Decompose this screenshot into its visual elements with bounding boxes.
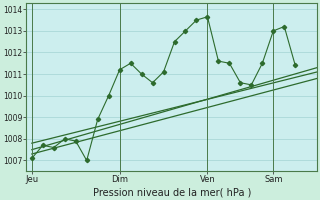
X-axis label: Pression niveau de la mer( hPa ): Pression niveau de la mer( hPa )	[92, 187, 251, 197]
